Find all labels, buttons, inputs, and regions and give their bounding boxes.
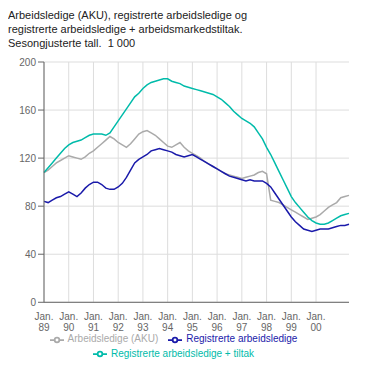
html-text:Arbeidsledige (AKU): Arbeidsledige (AKU) xyxy=(67,333,159,345)
svg-text:Jan.91: Jan.91 xyxy=(84,311,103,333)
html-text:Registrerte arbeidsledige: Registrerte arbeidsledige xyxy=(186,333,298,345)
html-text:Arbeidsledige (AKU), registrer: Arbeidsledige (AKU), registrerte arbeids… xyxy=(8,9,248,49)
svg-text:Jan.97: Jan.97 xyxy=(232,311,251,333)
svg-text:0: 0 xyxy=(30,297,36,308)
svg-text:120: 120 xyxy=(19,153,36,164)
svg-text:200: 200 xyxy=(19,57,36,68)
svg-text:Jan.00: Jan.00 xyxy=(307,311,326,333)
svg-text:Jan.90: Jan.90 xyxy=(59,311,78,333)
svg-text:Jan.93: Jan.93 xyxy=(133,311,152,333)
svg-text:Jan.92: Jan.92 xyxy=(109,311,128,333)
svg-text:40: 40 xyxy=(25,249,37,260)
html-text:Registrerte arbeidsledige + ti: Registrerte arbeidsledige + tiltak xyxy=(110,347,255,359)
svg-text:Jan.98: Jan.98 xyxy=(257,311,276,333)
svg-text:Jan.95: Jan.95 xyxy=(183,311,202,333)
svg-text:Jan.89: Jan.89 xyxy=(35,311,54,333)
svg-text:Jan.94: Jan.94 xyxy=(158,311,177,333)
svg-text:160: 160 xyxy=(19,105,36,116)
svg-text:Jan.99: Jan.99 xyxy=(282,311,301,333)
svg-text:Jan.96: Jan.96 xyxy=(208,311,227,333)
svg-text:80: 80 xyxy=(25,201,37,212)
